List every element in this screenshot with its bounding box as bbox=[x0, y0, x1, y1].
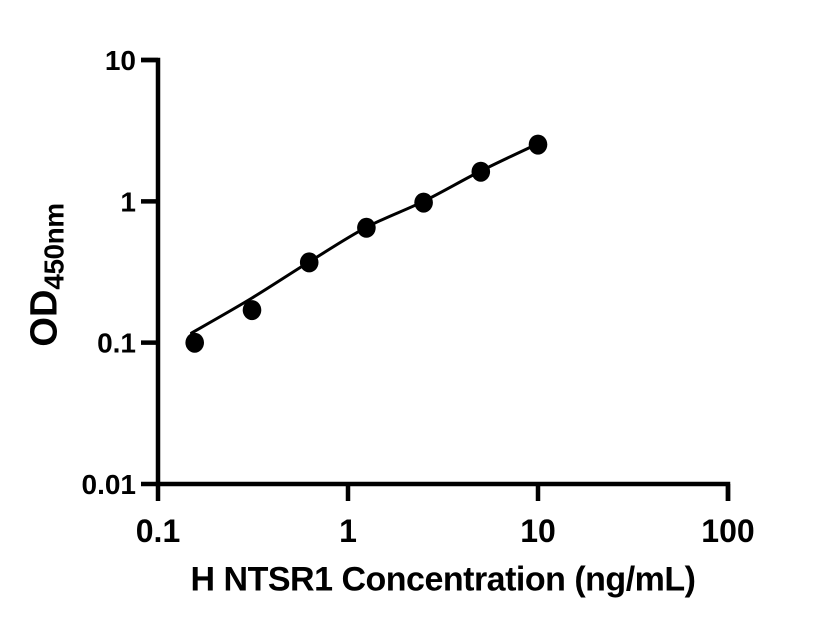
axes-spine bbox=[141, 57, 731, 501]
y-tick-label: 0.01 bbox=[82, 469, 137, 500]
x-axis-title: H NTSR1 Concentration (ng/mL) bbox=[190, 560, 696, 599]
x-tick-label: 0.1 bbox=[136, 513, 180, 549]
y-axis-title-main: OD bbox=[23, 289, 66, 347]
data-point bbox=[299, 252, 319, 273]
data-point bbox=[528, 134, 548, 155]
data-point bbox=[414, 192, 433, 213]
y-axis-title: OD450nm bbox=[24, 203, 71, 346]
data-point bbox=[242, 300, 262, 321]
y-axis-title-subscript: 450nm bbox=[38, 203, 70, 290]
data-point bbox=[357, 217, 376, 238]
data-point bbox=[471, 161, 491, 182]
x-tick-label: 100 bbox=[701, 513, 754, 549]
y-tick-label: 10 bbox=[105, 45, 136, 76]
data-point bbox=[185, 332, 204, 353]
x-tick-label: 10 bbox=[520, 513, 556, 549]
y-tick-label: 1 bbox=[120, 186, 136, 217]
y-tick-label: 0.1 bbox=[97, 328, 136, 359]
x-tick-label: 1 bbox=[339, 513, 357, 549]
